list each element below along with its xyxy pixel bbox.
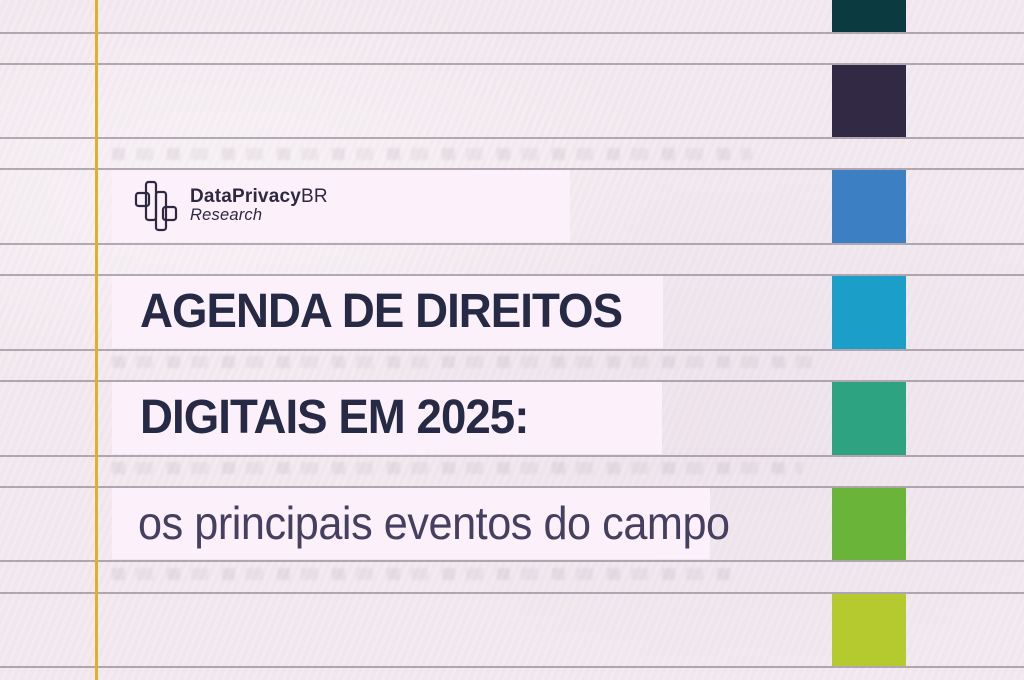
palette-square-green (832, 488, 906, 560)
ruled-line (0, 63, 1024, 65)
dp-monogram-outline-icon (133, 179, 179, 233)
ruled-line (0, 243, 1024, 245)
logo: DataPrivacyBR Research (133, 170, 328, 242)
palette-square-blue (832, 170, 906, 243)
ruled-line (0, 380, 1024, 382)
ruled-line (0, 32, 1024, 34)
logo-brand-suffix: BR (301, 185, 328, 207)
ruled-line (0, 274, 1024, 276)
ruled-line (0, 486, 1024, 488)
palette-square-cyan (832, 276, 906, 349)
paper-bleed-texture (112, 356, 812, 368)
logo-highlight-band (112, 170, 570, 242)
margin-line (95, 0, 98, 680)
palette-square-dark-purple (832, 65, 906, 137)
subheadline: os principais eventos do campo (138, 487, 730, 558)
ruled-line (0, 455, 1024, 457)
headline2-highlight-band (112, 382, 662, 454)
paper-bleed-texture (112, 148, 752, 160)
headline-line-1: AGENDA DE DIREITOS (140, 275, 623, 348)
ruled-line (0, 137, 1024, 139)
logo-brand-name: DataPrivacyBR (190, 185, 328, 208)
logo-brand-bold: DataPrivacy (190, 185, 301, 207)
subheadline-text: os principais eventos do campo (138, 496, 730, 549)
paper-bleed-texture (112, 462, 802, 474)
ruled-line (0, 168, 1024, 170)
logo-subtitle: Research (190, 206, 263, 225)
headline-line-2: DIGITAIS EM 2025: (140, 381, 529, 454)
headline1-highlight-band (112, 276, 663, 348)
palette-square-dark-teal (832, 0, 906, 32)
paper-bleed-texture (112, 568, 732, 580)
ruled-line (0, 349, 1024, 351)
headline-line-2-text: DIGITAIS EM 2025: (140, 391, 529, 444)
subheadline-highlight-band (112, 488, 710, 559)
ruled-line (0, 666, 1024, 668)
ruled-line (0, 592, 1024, 594)
palette-square-yellow-green (832, 594, 906, 666)
headline-line-1-text: AGENDA DE DIREITOS (140, 285, 623, 338)
palette-square-teal-green (832, 382, 906, 455)
ruled-line (0, 560, 1024, 562)
